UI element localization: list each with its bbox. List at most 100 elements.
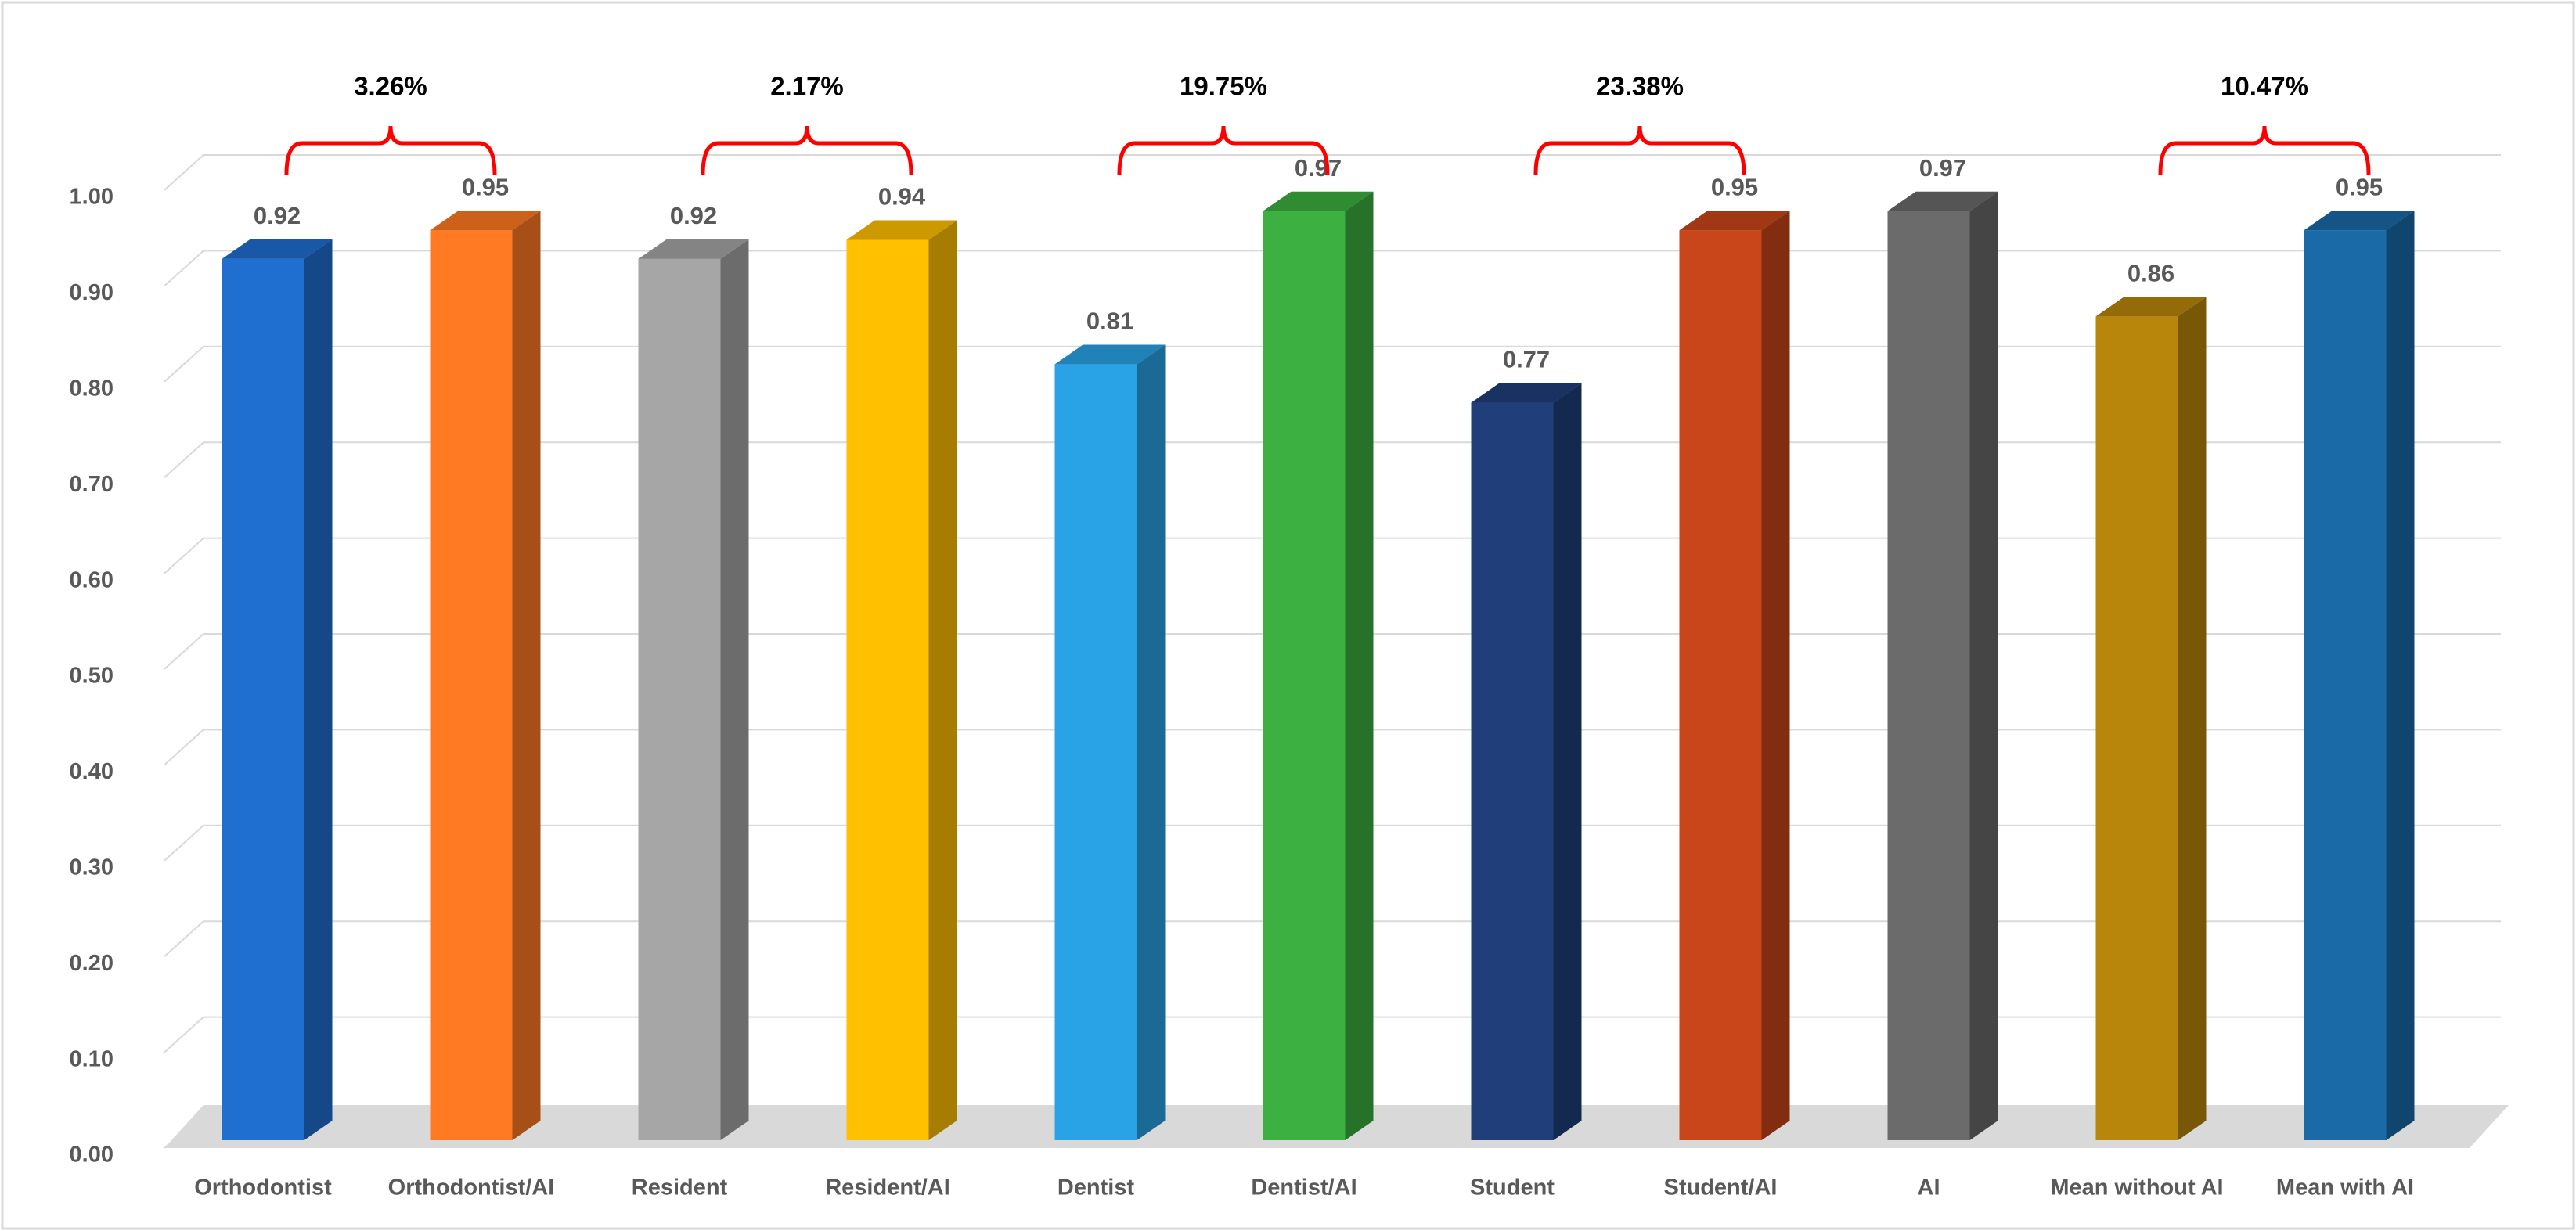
bar-side-shade — [2178, 297, 2207, 1140]
bar-side-shade — [1969, 191, 1998, 1141]
bar-top — [1263, 191, 1374, 211]
x-tick-label: Mean without AI — [2050, 1175, 2223, 1200]
value-label: 0.95 — [462, 173, 509, 200]
x-tick-label: Resident/AI — [825, 1175, 950, 1200]
bar-side-shade — [512, 211, 541, 1141]
bar-top-shade — [1471, 383, 1582, 403]
bar-top — [430, 211, 541, 231]
x-tick-label: Student/AI — [1664, 1175, 1778, 1200]
bar-top — [222, 239, 333, 259]
y-tick-label: 0.20 — [70, 951, 113, 976]
annotation: 10.47% — [2221, 72, 2308, 101]
value-label: 0.81 — [1086, 308, 1133, 335]
bar-top — [1679, 211, 1790, 231]
bar-top — [638, 239, 749, 259]
value-label: 0.97 — [1295, 154, 1342, 182]
value-label: 0.77 — [1503, 346, 1550, 373]
bar-top — [846, 220, 957, 240]
value-label: 0.92 — [254, 202, 301, 229]
bracket — [1533, 125, 1746, 175]
x-tick-label: AI — [1918, 1175, 1940, 1200]
bar-top-shade — [430, 211, 541, 231]
bar — [2304, 230, 2387, 1141]
bar-side-shade — [1137, 344, 1166, 1140]
bracket — [1117, 125, 1330, 175]
bar-side — [304, 239, 333, 1140]
bar-side — [1761, 211, 1790, 1141]
value-label: 0.86 — [2127, 260, 2174, 287]
bar — [222, 258, 304, 1140]
y-tick-label: 0.30 — [70, 855, 113, 880]
bar-top — [2304, 211, 2415, 231]
bar-side — [720, 239, 749, 1140]
x-tick-label: Dentist — [1057, 1175, 1135, 1200]
x-tick-label: Mean with AI — [2276, 1175, 2414, 1200]
bar-side-shade — [1553, 383, 1582, 1140]
bar — [2095, 316, 2178, 1140]
bracket — [284, 125, 497, 175]
bar-top-shade — [638, 239, 749, 259]
bar-side — [1553, 383, 1582, 1140]
value-label: 0.92 — [670, 202, 717, 229]
annotation: 3.26% — [354, 72, 427, 101]
bar-side-shade — [1761, 211, 1790, 1141]
bar-side-shade — [928, 220, 957, 1141]
bracket — [701, 125, 913, 175]
bar-side — [2386, 211, 2415, 1141]
y-tick-label: 0.70 — [70, 472, 113, 497]
bar-top-shade — [1887, 191, 1998, 211]
bar-side — [2178, 297, 2207, 1140]
bar-top — [1054, 344, 1166, 365]
bar-top-shade — [2304, 211, 2415, 231]
annotation: 23.38% — [1596, 72, 1684, 101]
bar-side — [1137, 344, 1166, 1140]
bar-top-shade — [1054, 344, 1166, 365]
value-label: 0.97 — [1919, 154, 1966, 182]
bar — [846, 239, 929, 1141]
bar-side-shade — [1345, 191, 1374, 1141]
bar — [638, 258, 721, 1140]
y-tick-label: 0.90 — [70, 280, 113, 305]
x-tick-label: Student — [1470, 1175, 1555, 1200]
bar-side-shade — [720, 239, 749, 1140]
bar — [430, 230, 513, 1141]
bar-top-shade — [1263, 191, 1374, 211]
bar-top — [1887, 191, 1998, 211]
bar-top-shade — [222, 239, 333, 259]
y-tick-label: 0.00 — [70, 1143, 113, 1168]
value-label: 0.95 — [2336, 173, 2383, 200]
y-tick-label: 0.60 — [70, 567, 113, 592]
bar-top-shade — [846, 220, 957, 240]
y-tick-label: 0.80 — [70, 376, 113, 401]
y-tick-label: 1.00 — [70, 185, 113, 210]
bar-top-shade — [1679, 211, 1790, 231]
bar-side — [1345, 191, 1374, 1141]
annotation: 2.17% — [770, 72, 844, 101]
annotation: 19.75% — [1180, 72, 1267, 101]
bracket — [2158, 125, 2371, 175]
y-tick-label: 0.50 — [70, 664, 113, 689]
y-tick-label: 0.10 — [70, 1046, 113, 1071]
bar-side — [512, 211, 541, 1141]
value-label: 0.95 — [1711, 173, 1758, 200]
bar — [1471, 402, 1554, 1140]
x-tick-label: Orthodontist — [194, 1175, 332, 1200]
bar-top — [1471, 383, 1582, 403]
bar-top — [2095, 297, 2207, 317]
grid-line — [164, 154, 2501, 191]
y-tick-label: 0.40 — [70, 759, 113, 784]
bar — [1054, 364, 1137, 1140]
x-tick-label: Orthodontist/AI — [388, 1175, 555, 1200]
bar-side-shade — [2386, 211, 2415, 1141]
bar — [1263, 211, 1346, 1141]
bar — [1679, 230, 1762, 1141]
bar-side — [1969, 191, 1998, 1141]
value-label: 0.94 — [878, 183, 926, 211]
bar-side-shade — [304, 239, 333, 1140]
x-tick-label: Resident — [632, 1175, 728, 1200]
bar — [1887, 211, 1970, 1141]
x-tick-label: Dentist/AI — [1251, 1175, 1356, 1200]
bar-top-shade — [2095, 297, 2207, 317]
bar-side — [928, 220, 957, 1141]
